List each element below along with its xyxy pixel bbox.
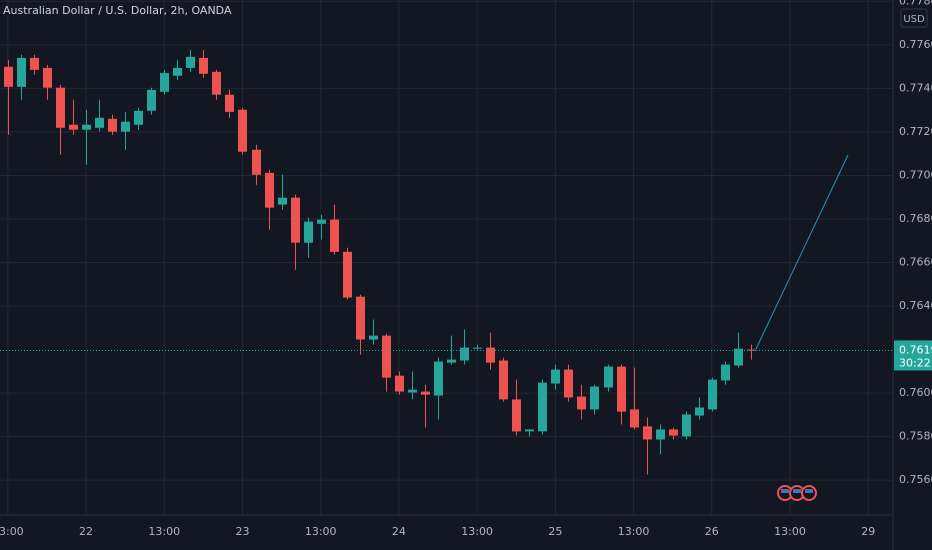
candle-body: [551, 369, 560, 384]
y-tick-label: 0.77200: [899, 125, 932, 138]
candle-body: [734, 348, 743, 366]
currency-label: USD: [903, 14, 925, 25]
y-tick-label: 0.76600: [899, 256, 932, 269]
y-tick-label: 0.77600: [899, 38, 932, 51]
y-tick-label: 0.77400: [899, 81, 932, 94]
y-tick-label: 0.76000: [899, 386, 932, 399]
candle-body: [160, 72, 169, 92]
candle-body: [538, 382, 547, 432]
y-tick-label: 0.76400: [899, 299, 932, 312]
candle-body: [695, 407, 704, 416]
chart-title: Australian Dollar / U.S. Dollar, 2h, OAN…: [3, 4, 232, 17]
candle-body: [225, 94, 234, 112]
candle-body: [447, 359, 456, 363]
candle-body: [4, 66, 13, 87]
candle-body: [17, 57, 26, 87]
candle-body: [721, 364, 730, 381]
candle-body: [682, 414, 691, 437]
x-tick-label: 13:00: [0, 525, 24, 538]
flag: [793, 489, 801, 493]
candle-body: [343, 251, 352, 298]
candle-body: [56, 87, 65, 128]
x-tick-label: 25: [548, 525, 562, 538]
x-tick-label: 13:00: [618, 525, 650, 538]
candle-body: [30, 57, 39, 70]
flag: [781, 489, 789, 493]
x-tick-label: 24: [392, 525, 406, 538]
x-tick-label: 13:00: [774, 525, 806, 538]
candle-body: [408, 389, 417, 393]
candle-body: [604, 366, 613, 388]
y-tick-label: 0.75600: [899, 473, 932, 486]
candle-body: [134, 110, 143, 125]
candle-body: [486, 347, 495, 363]
candle-body: [69, 124, 78, 130]
currency-box[interactable]: [900, 8, 928, 28]
candle-body: [199, 57, 208, 74]
candle-body: [252, 149, 261, 175]
candle-body: [473, 347, 482, 349]
x-tick-label: 13:00: [305, 525, 337, 538]
candle-body: [317, 219, 326, 224]
last-price-label: 0.76196: [899, 343, 932, 356]
x-tick-label: 13:00: [461, 525, 493, 538]
y-tick-label: 0.77000: [899, 168, 932, 181]
x-tick-label: 23: [235, 525, 249, 538]
candle-body: [512, 399, 521, 432]
candle-body: [669, 429, 678, 436]
candle-body: [421, 391, 430, 395]
candle-body: [434, 361, 443, 396]
candle-body: [395, 375, 404, 392]
x-tick-label: 22: [79, 525, 93, 538]
last-price-box: [894, 340, 932, 371]
candle-body: [577, 396, 586, 410]
candle-body: [617, 366, 626, 412]
candle-body: [173, 67, 182, 76]
candle-body: [369, 335, 378, 340]
candle-body: [499, 360, 508, 400]
candle-body: [147, 89, 156, 111]
x-tick-label: 26: [705, 525, 719, 538]
x-tick-label: 29: [861, 525, 875, 538]
candle-body: [525, 429, 534, 432]
candle-body: [564, 369, 573, 398]
candle-body: [356, 296, 365, 340]
candle-body: [186, 56, 195, 68]
candle-body: [265, 172, 274, 208]
y-tick-label: 0.75800: [899, 430, 932, 443]
candle-body: [630, 409, 639, 428]
candle-body: [747, 349, 756, 351]
event-icons[interactable]: [777, 485, 817, 501]
candle-body: [708, 379, 717, 410]
countdown-label: 30:22: [899, 356, 931, 369]
candle-body: [82, 124, 91, 130]
candle-body: [95, 117, 104, 128]
candle-body: [238, 109, 247, 152]
candle-body: [330, 219, 339, 252]
candle-body: [590, 386, 599, 410]
candle-body: [121, 121, 130, 132]
candle-body: [212, 71, 221, 95]
candle-body: [291, 197, 300, 243]
candle-body: [304, 221, 313, 243]
axes: 0.75600 0.75800 0.76000 0.76400 0.76600 0.768…: [0, 0, 932, 538]
candle-body: [460, 347, 469, 361]
x-tick-label: 13:00: [148, 525, 180, 538]
candle-body: [108, 118, 117, 132]
candle-body: [382, 335, 391, 378]
trend-line[interactable]: [755, 154, 849, 350]
candle-body: [656, 429, 665, 440]
candle-body: [43, 67, 52, 88]
candles: [4, 49, 756, 475]
y-tick-label: 0.76800: [899, 212, 932, 225]
y-tick-label: 0.77800: [899, 0, 932, 7]
candle-body: [278, 197, 287, 205]
flag: [805, 489, 813, 493]
candle-body: [643, 426, 652, 440]
